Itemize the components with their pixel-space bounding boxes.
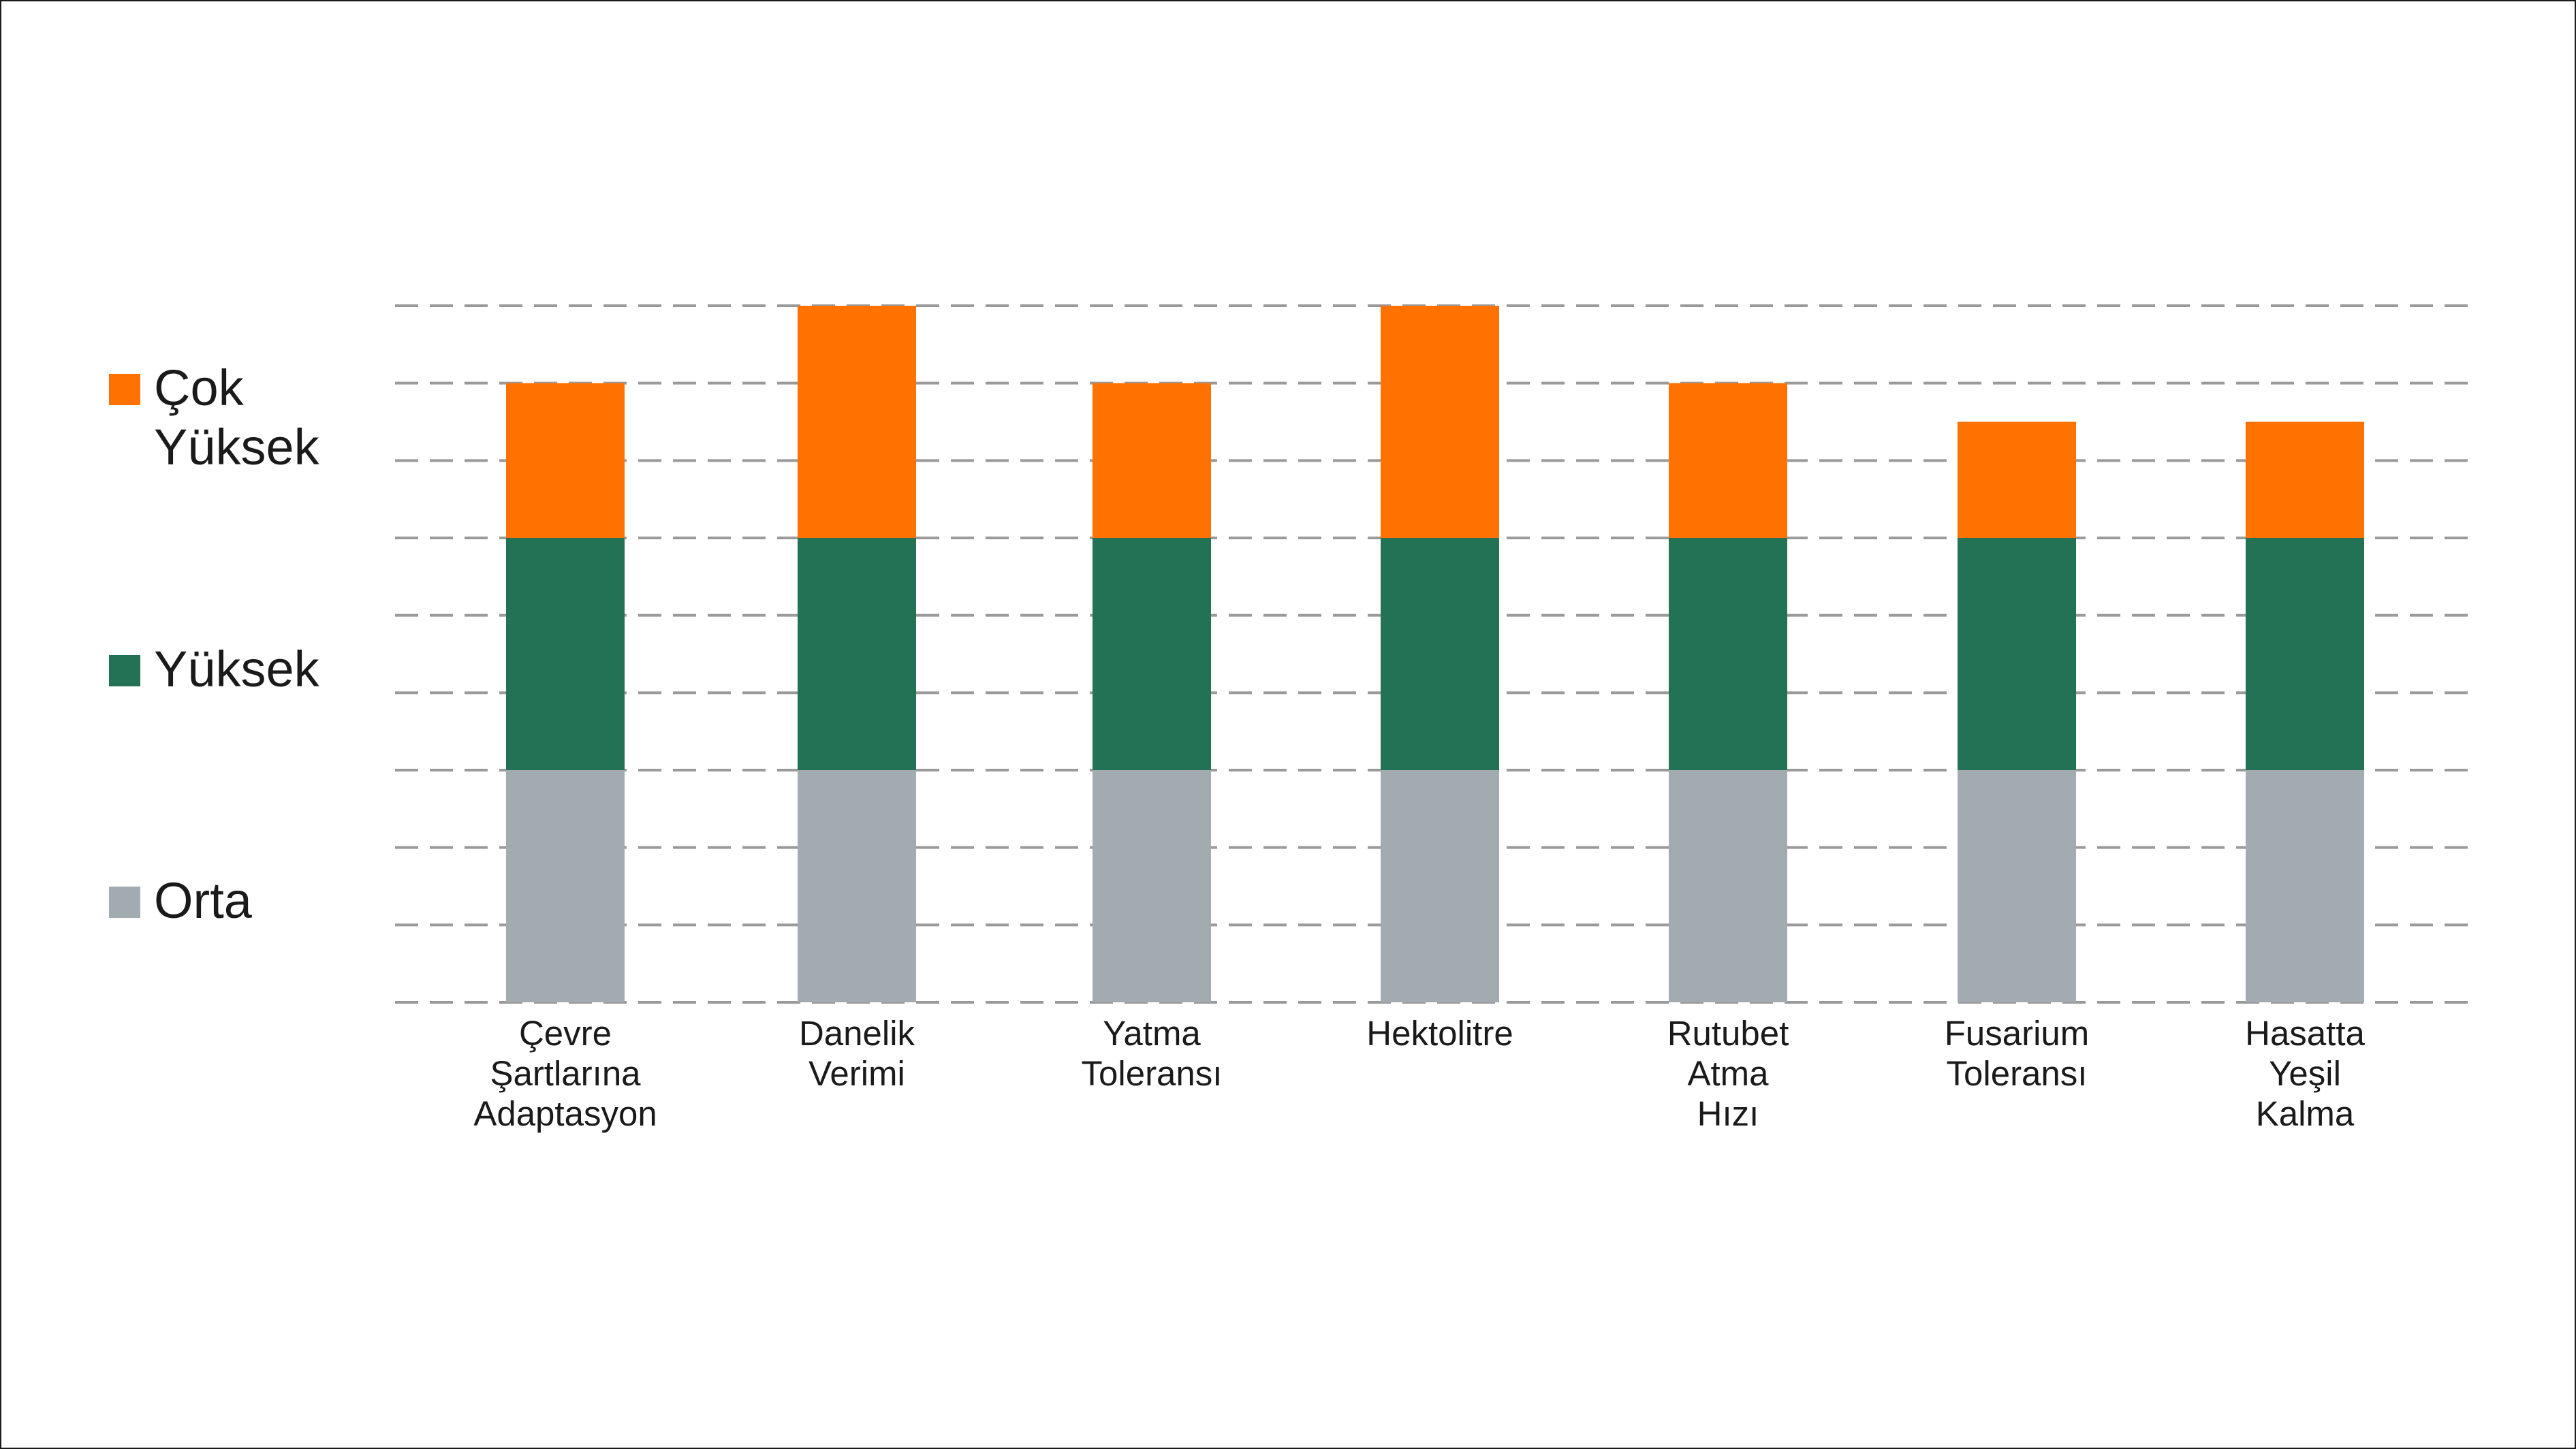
bar-segment-çok-yüksek [1669,383,1787,538]
legend: Çok Yüksek Yüksek Orta [109,360,320,929]
bar-segment-orta [798,770,916,1002]
bar-segment-orta [1958,770,2076,1002]
bar-segment-yüksek [1381,538,1499,770]
bar-segment-orta [1381,770,1499,1002]
x-tick-label: Rutubet Atma Hızı [1667,1014,1789,1133]
x-tick-label: Yatma Toleransı [1082,1014,1223,1093]
bar-segment-yüksek [1958,538,2076,770]
bar-segment-çok-yüksek [2246,421,2364,538]
x-tick-labels: Çevre Şartlarına Adaptasyon Danelik Verimi Ya… [473,1014,2365,1133]
bar-segment-çok-yüksek [1381,306,1499,538]
bar-segment-orta [506,770,625,1002]
bar-segment-çok-yüksek [798,306,916,538]
bar-segment-çok-yüksek [506,383,625,538]
bars [506,306,2364,1002]
legend-label: Orta [154,872,253,929]
x-tick-label: Hasatta Yeşil Kalma [2245,1014,2365,1133]
bar-segment-çok-yüksek [1958,421,2076,538]
x-tick-label: Fusarium Toleransı [1945,1014,2090,1093]
x-tick-label: Çevre Şartlarına Adaptasyon [473,1014,657,1133]
bar-segment-orta [1093,770,1211,1002]
bar-segment-yüksek [798,538,916,770]
legend-swatch [109,374,140,405]
legend-swatch [109,887,140,918]
legend-label: Çok Yüksek [154,360,320,475]
bar-segment-orta [2246,770,2364,1002]
x-tick-label: Hektolitre [1366,1014,1513,1053]
bar-segment-yüksek [506,538,625,770]
x-tick-label: Danelik Verimi [799,1014,915,1093]
legend-label: Yüksek [154,641,320,697]
legend-swatch [109,655,140,686]
bar-segment-yüksek [2246,538,2364,770]
bar-segment-orta [1669,770,1787,1002]
bar-segment-yüksek [1669,538,1787,770]
bar-segment-yüksek [1093,538,1211,770]
bar-segment-çok-yüksek [1093,383,1211,538]
